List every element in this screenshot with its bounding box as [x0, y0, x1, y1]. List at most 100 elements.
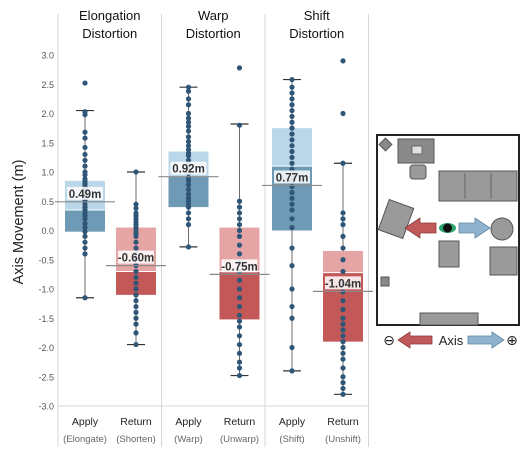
bench-icon — [419, 312, 479, 326]
y-tick-label: -3.0 — [38, 402, 54, 412]
data-point — [289, 245, 295, 251]
data-point — [133, 315, 139, 321]
data-point — [82, 224, 88, 231]
data-point — [185, 244, 192, 250]
mean-label-bg — [170, 161, 207, 175]
data-point — [289, 195, 295, 201]
group-title-line: Distortion — [186, 26, 241, 41]
data-point — [185, 134, 192, 140]
y-tick-label: -2.5 — [38, 372, 54, 382]
data-point — [236, 286, 243, 292]
data-point — [289, 166, 295, 172]
data-point — [82, 163, 88, 169]
data-point — [340, 216, 346, 222]
x-tick-sublabel: (Shorten) — [116, 434, 156, 445]
data-point — [340, 257, 346, 263]
lamp-icon — [378, 137, 393, 152]
data-point — [289, 286, 295, 292]
data-point — [133, 309, 139, 315]
data-point — [185, 204, 192, 210]
data-point — [185, 138, 192, 145]
data-point — [340, 245, 346, 251]
data-point — [289, 224, 295, 231]
y-tick-label: -0.5 — [38, 255, 54, 265]
data-point — [289, 143, 295, 149]
data-point — [289, 184, 295, 190]
mean-label: 0.77m — [276, 172, 309, 184]
data-point — [340, 339, 346, 345]
data-point — [82, 80, 88, 86]
data-point — [340, 110, 346, 117]
data-point — [236, 233, 243, 239]
data-point — [133, 274, 139, 280]
data-point — [236, 65, 243, 71]
data-point — [289, 216, 295, 222]
data-point — [236, 242, 243, 248]
data-point — [82, 295, 88, 301]
y-tick-label: 0.0 — [41, 226, 54, 236]
data-point — [340, 321, 346, 327]
data-point — [185, 191, 192, 197]
data-point — [289, 84, 295, 90]
data-point — [236, 365, 243, 371]
data-point — [82, 229, 88, 235]
data-point — [82, 239, 88, 245]
data-point — [340, 306, 346, 313]
data-point — [289, 154, 295, 160]
data-point — [133, 298, 139, 304]
data-point — [340, 374, 346, 380]
data-point — [340, 298, 346, 304]
data-point — [236, 350, 243, 356]
data-point — [289, 148, 295, 155]
data-point — [82, 112, 88, 118]
data-point — [236, 277, 243, 283]
data-point — [133, 169, 139, 175]
mean-label: -0.60m — [118, 253, 154, 265]
y-tick-label: 0.5 — [41, 197, 54, 207]
data-point — [185, 178, 192, 184]
y-tick-label: 1.5 — [41, 138, 54, 148]
data-point — [236, 324, 243, 330]
data-point — [289, 189, 295, 196]
data-point — [133, 286, 139, 292]
data-point — [133, 303, 139, 310]
data-point — [82, 144, 88, 151]
axis-legend-label: Axis — [439, 333, 464, 348]
data-point — [185, 216, 192, 222]
group-title-line: Shift — [304, 8, 330, 23]
x-tick-sublabel: (Unshift) — [325, 434, 361, 445]
mean-label: 0.49m — [69, 189, 102, 201]
data-point — [133, 330, 139, 336]
data-point — [133, 341, 139, 348]
data-point — [236, 216, 243, 222]
data-point — [185, 182, 192, 188]
data-point — [289, 102, 295, 108]
data-point — [185, 186, 192, 193]
y-tick-label: 2.5 — [41, 80, 54, 90]
data-point — [289, 201, 295, 207]
data-point — [340, 385, 346, 392]
data-point — [340, 222, 346, 228]
data-point — [289, 303, 295, 310]
data-point — [289, 113, 295, 120]
armchair-icon — [377, 198, 415, 240]
mean-label-bg — [274, 170, 310, 184]
monitor-icon — [411, 145, 423, 155]
group-title-line: Distortion — [82, 26, 137, 41]
data-point — [289, 368, 295, 374]
data-point — [82, 245, 88, 251]
data-point — [185, 115, 192, 121]
x-tick-label: Apply — [72, 416, 99, 428]
data-point — [340, 350, 346, 356]
mean-label: -0.75m — [221, 261, 257, 273]
data-point — [236, 222, 243, 228]
round-table-icon — [490, 217, 514, 241]
data-point — [236, 303, 243, 310]
mean-label: 0.92m — [172, 164, 205, 176]
data-point — [236, 318, 243, 324]
data-point — [340, 333, 346, 339]
data-point — [236, 204, 243, 210]
x-tick-sublabel: (Shift) — [279, 434, 304, 445]
